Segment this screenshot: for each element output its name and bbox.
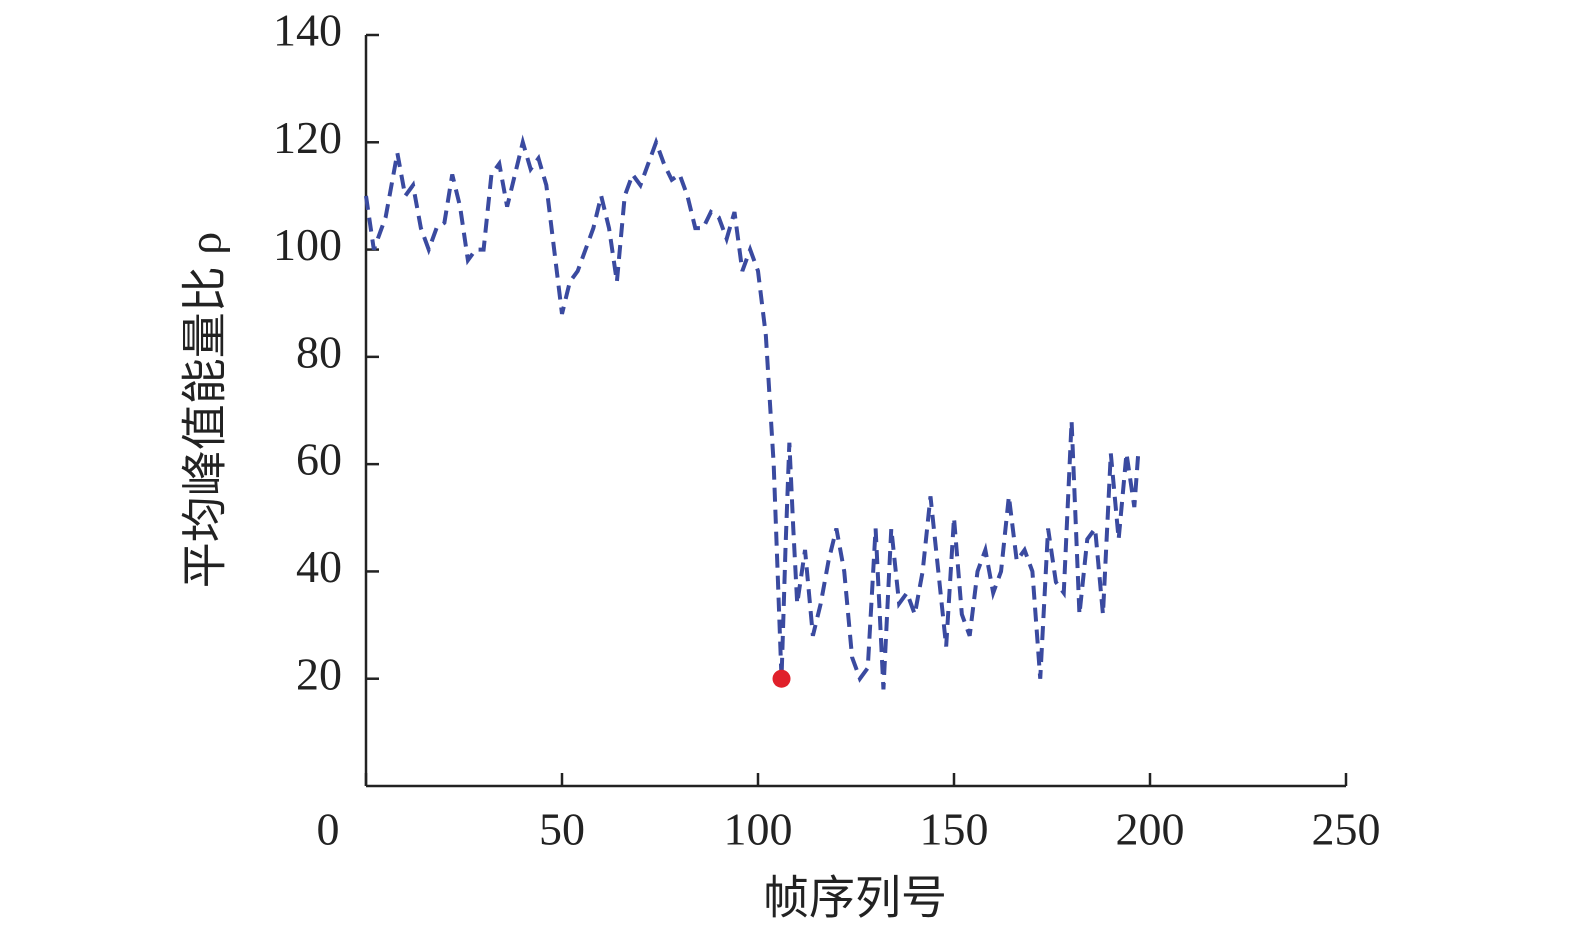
- y-axis-label: 平均峰值能量比 ρ: [180, 232, 231, 588]
- y-tick-label: 100: [273, 219, 342, 270]
- x-tick-label: 150: [920, 804, 989, 855]
- y-tick-label: 140: [273, 5, 342, 56]
- y-tick-label: 120: [273, 112, 342, 163]
- y-tick-label: 20: [296, 648, 342, 699]
- x-tick-label: 0: [317, 804, 340, 855]
- y-tick-label: 80: [296, 326, 342, 377]
- x-tick-label: 250: [1312, 804, 1381, 855]
- y-tick-label: 40: [296, 541, 342, 592]
- y-tick-label: 60: [296, 434, 342, 485]
- data-line: [364, 134, 1141, 690]
- highlight-point: [772, 669, 791, 688]
- x-tick-label: 100: [724, 804, 793, 855]
- x-tick-label: 50: [539, 804, 585, 855]
- x-tick-label: 200: [1116, 804, 1185, 855]
- x-axis-label: 帧序列号: [763, 873, 947, 924]
